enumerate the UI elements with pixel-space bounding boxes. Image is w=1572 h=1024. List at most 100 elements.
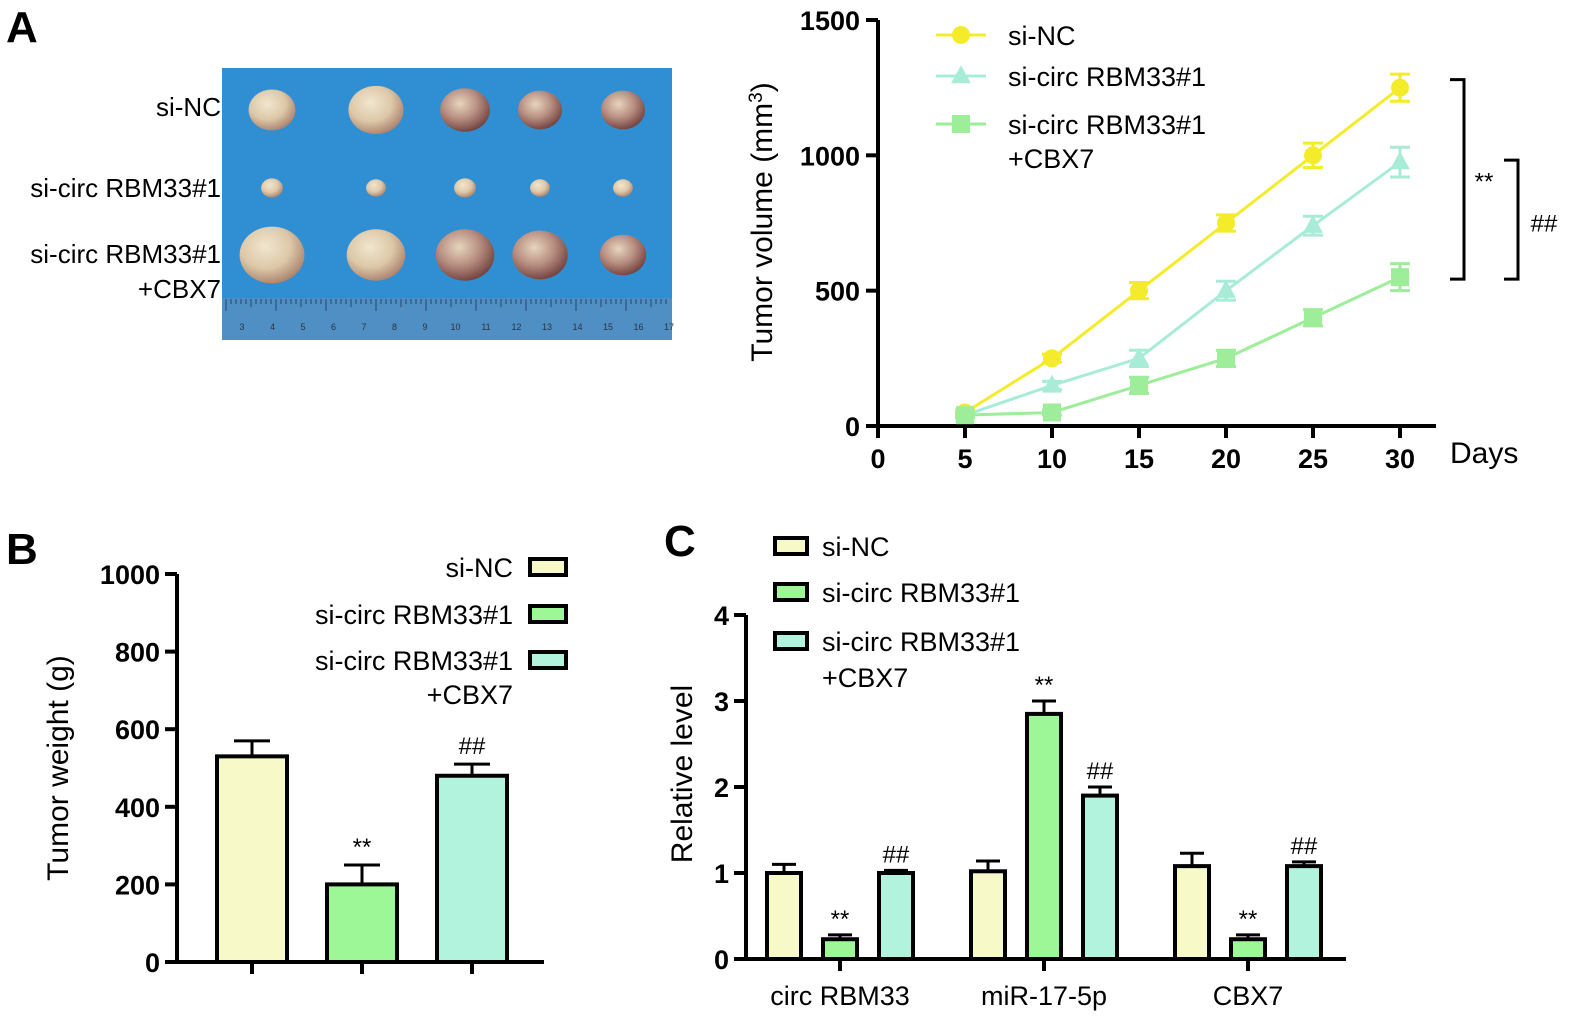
series-line [964, 275, 1401, 417]
tumor [613, 179, 633, 197]
significance-label: ** [831, 906, 850, 933]
photo-row-labels: si-NC si-circ RBM33#1 si-circ RBM33#1 +CBX7 [30, 92, 221, 304]
y-tick-label: 4 [714, 601, 729, 631]
panel-label-c: C [664, 517, 696, 566]
data-point [1217, 349, 1235, 368]
y-tick-label: 2 [714, 773, 729, 803]
bar [1025, 711, 1063, 962]
tumor [454, 178, 476, 198]
legend-marker [951, 65, 971, 84]
ruler-number: 16 [633, 322, 643, 332]
legend-label: si-NC [822, 532, 890, 562]
data-point [1129, 347, 1149, 366]
tumor [348, 85, 404, 135]
tumor [599, 234, 647, 276]
legend-swatch [773, 582, 809, 602]
ruler-number: 6 [331, 322, 336, 332]
bar [877, 871, 915, 961]
bar [1081, 793, 1119, 961]
bar [1173, 864, 1211, 961]
legend-swatch [528, 650, 568, 670]
ruler: 3 4 5 6 7 8 9 10 11 12 13 14 15 16 17 [225, 299, 674, 332]
data-point [1130, 376, 1148, 395]
photo-row-label: +CBX7 [138, 274, 221, 304]
x-tick-label: 30 [1385, 444, 1415, 474]
bar [1285, 864, 1323, 961]
data-point [1130, 281, 1148, 300]
ruler-number: 3 [239, 322, 244, 332]
tumor [440, 88, 490, 132]
y-axis-label: Tumor weight (g) [42, 655, 75, 881]
bar [215, 754, 289, 964]
tumor-photo: 3 4 5 6 7 8 9 10 11 12 13 14 15 16 17 si-NC si-circ RBM… [30, 68, 674, 340]
relative-level-chart: 0 1 2 3 4 Relative level circ RBM33 ** ## miR-17-… [666, 532, 1346, 1011]
significance-label: ** [1035, 672, 1054, 699]
ruler-number: 15 [603, 322, 613, 332]
series-line [964, 86, 1401, 414]
tumor [530, 179, 550, 197]
y-tick-label: 0 [145, 948, 160, 978]
x-tick-label: 0 [870, 444, 885, 474]
significance-label: ** [1475, 168, 1494, 195]
legend-swatch [773, 536, 809, 556]
y-tick-label: 400 [115, 793, 160, 823]
y-tick-label: 1500 [800, 6, 860, 36]
significance-label: ## [459, 733, 486, 760]
data-point [1043, 403, 1061, 422]
bar [325, 882, 399, 965]
y-tick-label: 800 [115, 638, 160, 668]
ruler-number: 5 [300, 322, 305, 332]
y-tick-label: 1000 [100, 560, 160, 590]
photo-row-label: si-circ RBM33#1 [30, 173, 221, 203]
legend-label: +CBX7 [822, 663, 908, 693]
legend-label: si-circ RBM33#1 [822, 578, 1020, 608]
y-tick-label: 0 [845, 412, 860, 442]
x-tick-label: circ RBM33 [770, 981, 910, 1011]
tumor [261, 178, 283, 198]
y-tick-label: 1000 [800, 141, 860, 171]
bar [435, 773, 509, 965]
legend-marker [952, 115, 970, 133]
legend-swatch [528, 604, 568, 624]
data-point [1391, 268, 1409, 287]
tumor-weight-chart: 0 200 400 600 800 1000 Tumor weight (g) ** ## si-… [42, 553, 568, 978]
tumor [248, 89, 296, 131]
legend-label: +CBX7 [427, 680, 513, 710]
legend-swatch [773, 631, 809, 651]
significance-bracket [1450, 78, 1466, 281]
legend-label: si-circ RBM33#1 [1008, 110, 1206, 140]
data-point [1304, 146, 1322, 165]
x-tick-label: CBX7 [1213, 981, 1284, 1011]
data-point [1390, 151, 1410, 170]
tumor [346, 229, 406, 281]
ruler-number: 17 [664, 322, 674, 332]
tumor [435, 229, 495, 281]
significance-label: ## [1087, 758, 1114, 785]
bar [821, 937, 859, 961]
data-point [1043, 349, 1061, 368]
data-point [1303, 214, 1323, 233]
legend-label: si-NC [446, 553, 514, 583]
tumor-volume-chart: 0 500 1000 1500 0 5 10 15 20 25 30 Days Tumor volume… [746, 6, 1558, 474]
ruler-number: 11 [481, 322, 490, 332]
y-tick-label: 600 [115, 715, 160, 745]
y-tick-label: 500 [815, 277, 860, 307]
legend-label: si-circ RBM33#1 [315, 600, 513, 630]
significance-label: ## [1291, 833, 1318, 860]
y-tick-label: 0 [714, 945, 729, 975]
data-point [956, 406, 974, 425]
y-tick-label: 200 [115, 870, 160, 900]
significance-label: ## [1531, 211, 1558, 238]
y-axis-label: Tumor volume (mm3) [746, 82, 780, 362]
ruler-number: 7 [361, 322, 366, 332]
legend-label: +CBX7 [1008, 144, 1094, 174]
legend-label: si-circ RBM33#1 [315, 646, 513, 676]
tumor [366, 179, 386, 197]
data-point [1217, 214, 1235, 232]
significance-label: ** [353, 834, 372, 861]
panel-label-a: A [6, 3, 38, 52]
legend-swatch [528, 557, 568, 577]
ruler-number: 10 [450, 322, 460, 332]
series-line [964, 160, 1401, 417]
